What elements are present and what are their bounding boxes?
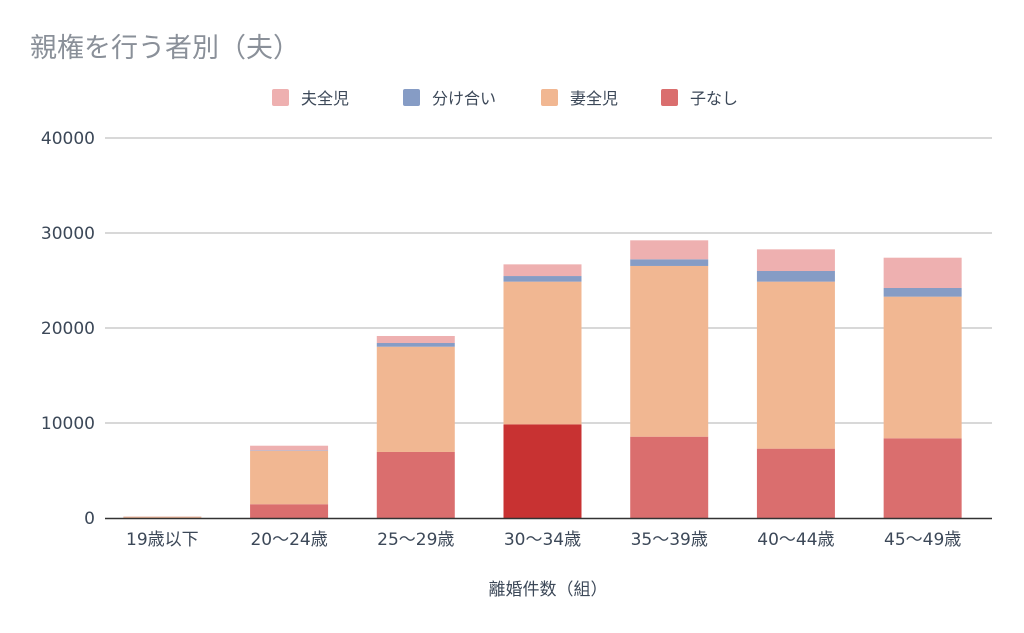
bars [123,240,962,518]
bar-segment-子なし[interactable] [756,448,835,518]
legend-label: 夫全児 [301,89,349,108]
bar-segment-子なし[interactable] [250,504,329,518]
bar-segment-夫全児[interactable] [883,257,962,289]
x-tick-labels: 19歳以下 20〜24歳 25〜29歳 30〜34歳 35〜39歳 40〜44歳 45〜49… [126,530,961,550]
bar-segment-妻全児[interactable] [376,346,455,452]
bar-segment-夫全児[interactable] [503,264,582,277]
x-tick-label: 30〜34歳 [504,530,581,550]
legend-item[interactable]: 分け合い [403,89,496,108]
legend-swatch [661,89,678,106]
bar-segment-妻全児[interactable] [630,265,709,437]
bar-segment-分け合い[interactable] [630,259,709,266]
bar-segment-子なし[interactable] [883,438,962,518]
legend-swatch [541,89,558,106]
legend-item[interactable]: 夫全児 [272,89,349,108]
bar-segment-分け合い[interactable] [756,271,835,282]
x-tick-label: 19歳以下 [126,530,199,550]
x-tick-label: 40〜44歳 [757,530,834,550]
legend-item[interactable]: 妻全児 [541,89,618,108]
legend-label: 子なし [690,89,738,108]
bar-segment-子なし[interactable] [376,451,455,518]
legend: 夫全児 分け合い 妻全児 子なし [272,89,738,108]
bar-segment-妻全児[interactable] [756,281,835,449]
bar-segment-分け合い[interactable] [883,288,962,297]
x-tick-label: 25〜29歳 [377,530,454,550]
legend-item[interactable]: 子なし [661,89,738,108]
x-tick-label: 20〜24歳 [250,530,327,550]
bar-segment-夫全児[interactable] [376,335,455,344]
legend-label: 妻全児 [570,89,618,108]
bar-segment-妻全児[interactable] [883,296,962,439]
y-tick-label: 30000 [41,224,95,244]
x-tick-label: 35〜39歳 [631,530,708,550]
legend-label: 分け合い [432,89,496,108]
bar-segment-夫全児[interactable] [630,240,709,260]
x-tick-label: 45〜49歳 [884,530,961,550]
bar-segment-妻全児[interactable] [250,450,329,505]
y-tick-label: 0 [84,509,95,529]
bar-segment-夫全児[interactable] [250,445,329,451]
bar-segment-夫全児[interactable] [756,249,835,271]
chart-title: 親権を行う者別（夫） [30,33,300,64]
bar-segment-分け合い[interactable] [376,343,455,347]
y-tick-label: 40000 [41,129,95,149]
bar-segment-妻全児[interactable] [123,516,202,518]
bar-segment-分け合い[interactable] [503,276,582,282]
x-axis-label: 離婚件数（組） [489,580,608,600]
legend-swatch [403,89,420,106]
bar-segment-妻全児[interactable] [503,281,582,425]
bar-segment-子なし[interactable] [630,436,709,518]
legend-swatch [272,89,289,106]
y-tick-label: 10000 [41,414,95,434]
y-tick-label: 20000 [41,319,95,339]
bar-segment-子なし[interactable] [503,424,582,518]
gridlines: 0 10000 20000 30000 40000 [41,129,992,529]
